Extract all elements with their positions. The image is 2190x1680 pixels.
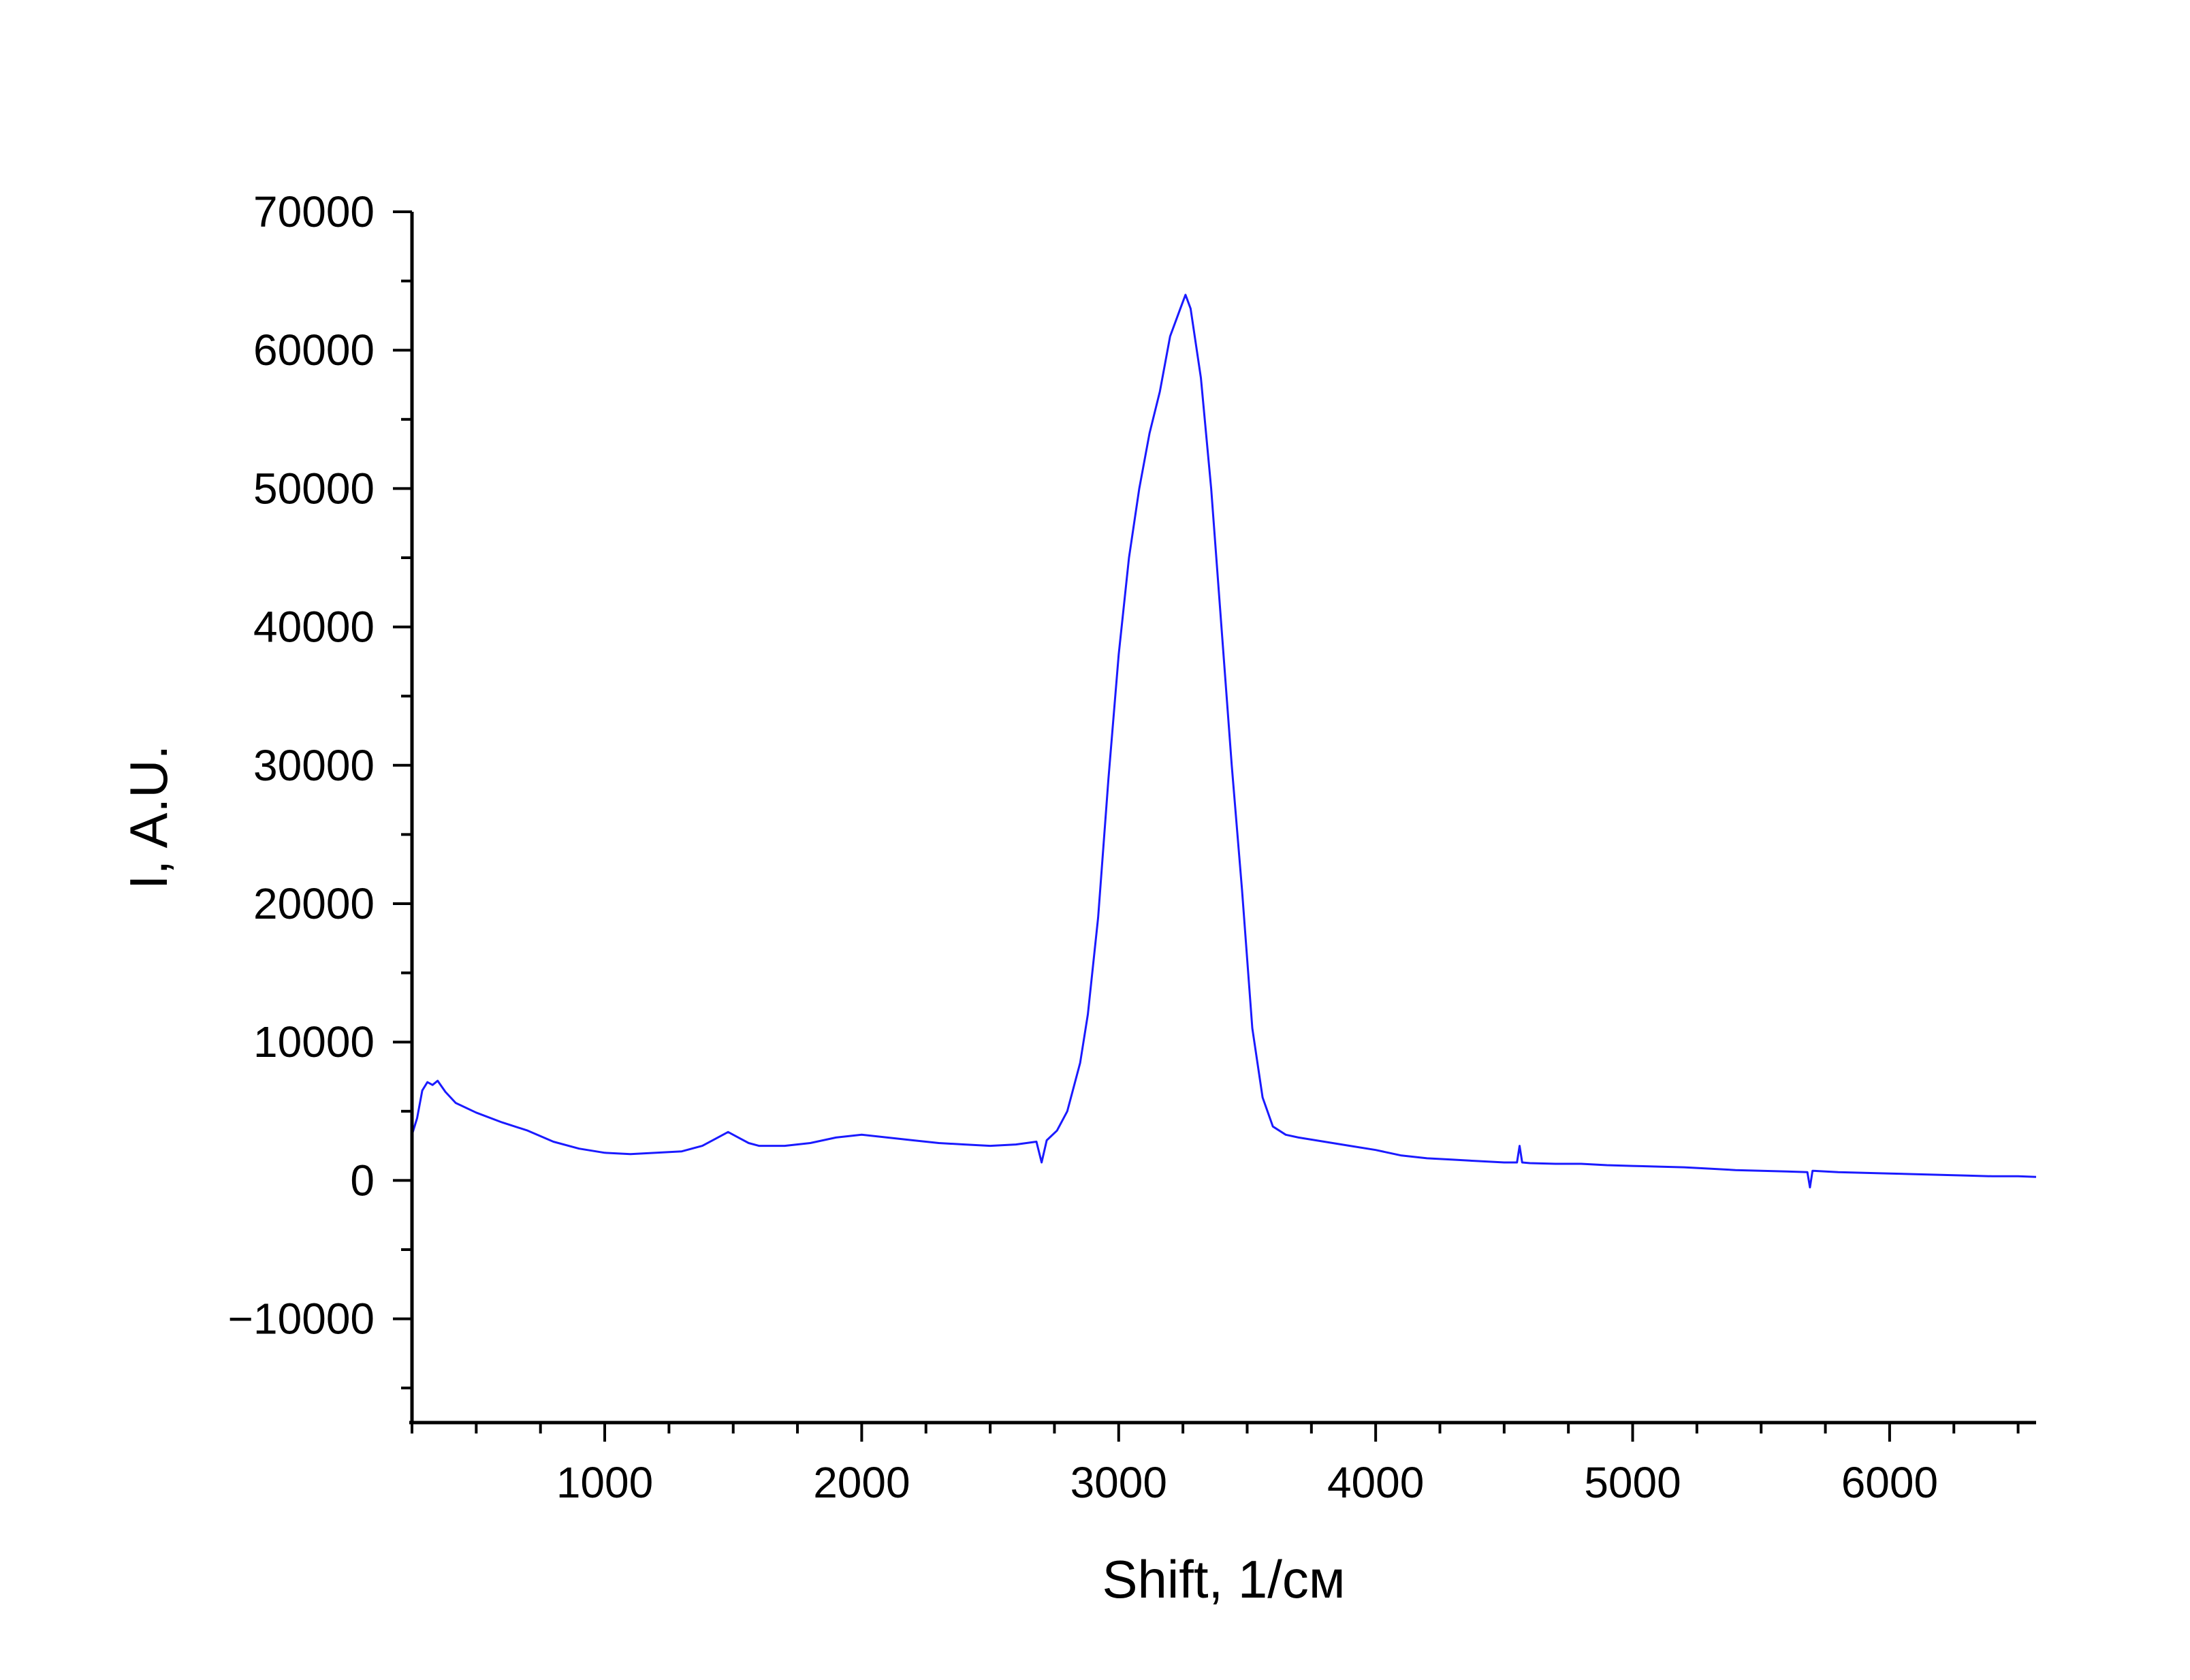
x-tick-labels: 1000 2000 3000 4000 5000 6000 (556, 1458, 1938, 1507)
y-tick-label: 70000 (253, 187, 375, 236)
y-tick-labels: −10000 0 10000 20000 30000 40000 50000 60000 700… (228, 187, 375, 1344)
y-tick-label: −10000 (228, 1295, 375, 1344)
x-tick-label: 1000 (556, 1458, 653, 1507)
x-tick-label: 4000 (1327, 1458, 1424, 1507)
y-tick-label: 0 (350, 1156, 375, 1205)
y-tick-label: 30000 (253, 741, 375, 790)
y-tick-label: 10000 (253, 1017, 375, 1066)
series-line (411, 294, 2037, 1189)
y-tick-label: 50000 (253, 464, 375, 513)
x-axis-label: Shift, 1/см (1102, 1549, 1345, 1609)
x-tick-label: 2000 (813, 1458, 910, 1507)
x-major-ticks (603, 1423, 1891, 1442)
x-tick-label: 5000 (1584, 1458, 1681, 1507)
series-layer (411, 294, 2037, 1189)
y-axis-label: I, A.U. (118, 745, 178, 889)
x-minor-ticks (411, 1423, 2020, 1433)
x-tick-label: 6000 (1841, 1458, 1938, 1507)
y-tick-label: 40000 (253, 603, 375, 652)
x-tick-label: 3000 (1070, 1458, 1167, 1507)
y-minor-ticks (401, 279, 412, 1390)
y-tick-label: 20000 (253, 879, 375, 928)
y-major-ticks (393, 210, 412, 1320)
y-tick-label: 60000 (253, 326, 375, 375)
